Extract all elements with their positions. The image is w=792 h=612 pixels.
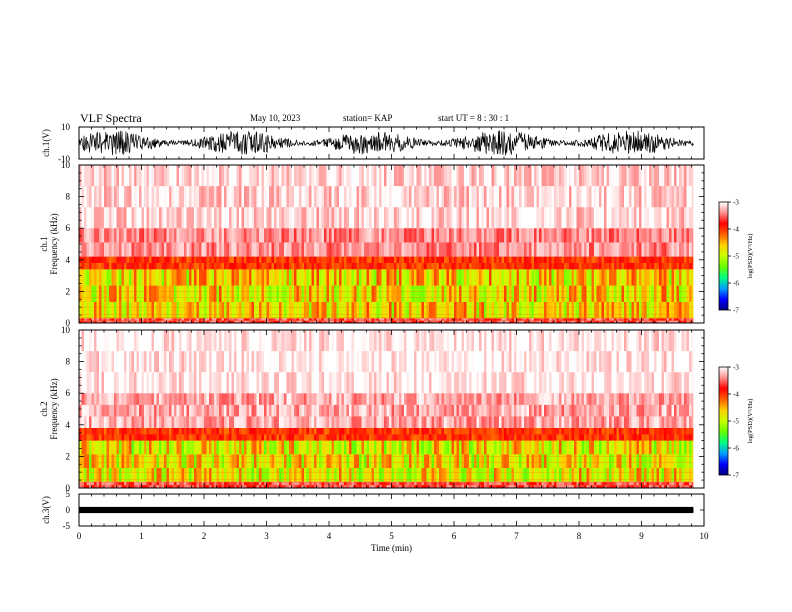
ch2-spectrogram-colorbar-tick-label: -7 [733, 472, 739, 480]
ch1-waveform-ylabel-line: ch.1(V) [41, 129, 51, 157]
ch3-waveform-trace [78, 507, 694, 513]
ch3-waveform-y-tick-label: -5 [63, 521, 71, 531]
ch1-waveform-trace [78, 130, 694, 156]
ch1-waveform-y-tick-label: -10 [58, 154, 70, 164]
x-tick-label: 8 [577, 531, 582, 541]
ch1-spectrogram-y-tick-label: 10 [61, 160, 71, 170]
ch2-spectrogram-y-tick-label: 10 [61, 325, 71, 335]
ch1-spectrogram-colorbar-label: log(PSD)(V²/Hz) [747, 234, 754, 279]
ch1-spectrogram-y-tick-label: 0 [66, 318, 71, 328]
x-tick-label: 10 [700, 531, 710, 541]
ch2-spectrogram-colorbar-label-text: log(PSD)(V²/Hz) [747, 399, 754, 444]
start-time-label: start UT = 8 : 30 : 1 [438, 113, 510, 123]
ch1-spectrogram-ylabel-line: ch.1 [39, 236, 49, 251]
ch2-spectrogram-colorbar-tick-label: -3 [733, 364, 739, 372]
ch3-waveform-x-ticks [78, 494, 705, 526]
ch2-spectrogram-y-tick-label: 4 [66, 420, 71, 430]
ch2-spectrogram-cells [79, 330, 694, 488]
x-tick-label: 6 [452, 531, 457, 541]
ch2-spectrogram-y-tick-label: 6 [66, 388, 71, 398]
ch2-spectrogram-colorbar-label: log(PSD)(V²/Hz) [747, 399, 754, 444]
x-tick-label: 9 [639, 531, 644, 541]
x-axis-label: Time (min) [371, 543, 412, 553]
date-label: May 10, 2023 [250, 113, 301, 123]
ch3-waveform-band [79, 506, 694, 514]
ch1-spectrogram-colorbar-tick-label: -6 [733, 280, 739, 288]
ch1-spectrogram-cells [79, 165, 694, 323]
ch1-spectrogram-colorbar-label-text: log(PSD)(V²/Hz) [747, 234, 754, 279]
ch2-spectrogram-x-ticks [78, 330, 705, 488]
ch3-waveform-ylabel: ch.3(V) [41, 496, 51, 524]
x-tick-label: 5 [389, 531, 394, 541]
ch2-spectrogram-y-tick-label: 2 [66, 451, 71, 461]
ch2-spectrogram-colorbar-tick-label: -6 [733, 445, 739, 453]
ch3-waveform-y-tick-label: 5 [66, 489, 71, 499]
ch2-spectrogram-ylabel-line: ch.2 [39, 401, 49, 416]
ch3-waveform-ylabel-line: ch.3(V) [41, 496, 51, 524]
x-tick-label: 0 [77, 531, 82, 541]
ch1-spectrogram-ylabel-line: Frequency (kHz) [49, 213, 59, 274]
ch2-spectrogram-ylabel: ch.2 Frequency (kHz) [39, 378, 59, 439]
x-tick-label: 1 [139, 531, 144, 541]
ch1-spectrogram-colorbar [718, 201, 729, 311]
x-tick-label: 2 [202, 531, 207, 541]
ch1-waveform-x-ticks [78, 127, 705, 159]
ch1-spectrogram-colorbar-tick-label: -3 [733, 199, 739, 207]
ch1-spectrogram-y-tick-label: 6 [66, 223, 71, 233]
figure-title: VLF Spectra [80, 111, 142, 125]
x-tick-label: 3 [264, 531, 269, 541]
ch1-spectrogram-colorbar-tick-label: -4 [733, 226, 739, 234]
ch2-spectrogram-y-tick-label: 8 [66, 357, 71, 367]
ch1-spectrogram-colorbar-tick-label: -5 [733, 253, 739, 261]
ch1-spectrogram-y-tick-label: 4 [66, 255, 71, 265]
ch2-spectrogram-colorbar [718, 366, 729, 476]
ch1-spectrogram-ylabel: ch.1 Frequency (kHz) [39, 213, 59, 274]
x-tick-label: 7 [514, 531, 519, 541]
ch1-waveform-ylabel: ch.1(V) [41, 129, 51, 157]
ch1-waveform-y-tick-label: 10 [61, 122, 71, 132]
ch1-spectrogram-y-tick-label: 8 [66, 192, 71, 202]
ch1-spectrogram-y-tick-label: 2 [66, 286, 71, 296]
ch2-spectrogram-colorbar-tick-label: -4 [733, 391, 739, 399]
ch2-spectrogram-ylabel-line: Frequency (kHz) [49, 378, 59, 439]
ch3-waveform-y-tick-label: 0 [66, 505, 71, 515]
station-label: station= KAP [343, 113, 393, 123]
ch1-spectrogram-x-ticks [78, 165, 705, 323]
ch1-spectrogram-colorbar-tick-label: -7 [733, 307, 739, 315]
ch2-spectrogram-colorbar-tick-label: -5 [733, 418, 739, 426]
x-tick-label: 4 [327, 531, 332, 541]
ch2-spectrogram-y-tick-label: 0 [66, 483, 71, 493]
